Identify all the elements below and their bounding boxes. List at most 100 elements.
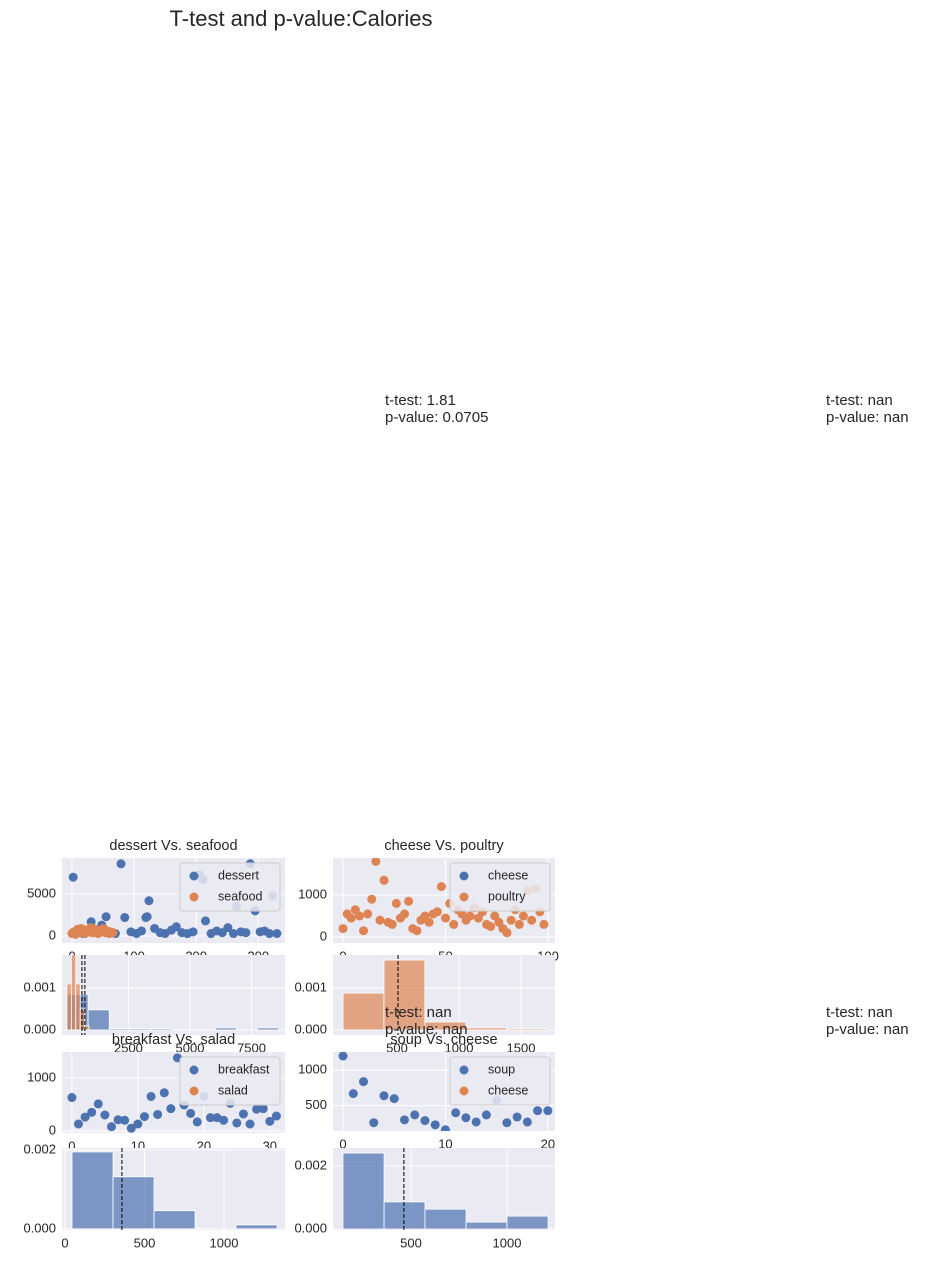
- histogram-bar: [151, 1028, 174, 1031]
- scatter-point: [440, 1125, 450, 1131]
- scatter-point: [87, 1107, 97, 1117]
- y-tick-label: 1000: [298, 886, 327, 901]
- histogram-bar: [257, 1027, 280, 1031]
- y-tick-label: 1000: [27, 1069, 56, 1084]
- scatter-point: [533, 1106, 543, 1116]
- legend-label: seafood: [218, 889, 263, 903]
- y-tick-label: 500: [305, 1097, 327, 1112]
- scatter-point: [120, 913, 130, 923]
- histogram-bar: [424, 1208, 467, 1230]
- annotation: p-value: nan: [826, 1021, 909, 1038]
- scatter-point: [387, 919, 397, 929]
- scatter-point: [430, 1120, 440, 1130]
- plot-area: [66, 955, 280, 1035]
- histogram-bar: [235, 1224, 278, 1230]
- histogram-bar: [214, 1027, 237, 1031]
- scatter-point: [241, 928, 251, 938]
- scatter-point: [133, 1119, 143, 1129]
- legend-label: salad: [218, 1083, 248, 1097]
- legend-marker: [189, 1086, 199, 1096]
- legend-box: [179, 862, 281, 912]
- x-tick-label: 7500: [237, 1040, 266, 1055]
- scatter-point: [420, 1116, 430, 1126]
- histogram-bar: [87, 1009, 110, 1031]
- legend-marker: [189, 892, 199, 902]
- scatter-point: [245, 1119, 255, 1129]
- x-tick-label: 0: [68, 1138, 75, 1153]
- plot-area: [342, 1148, 549, 1230]
- histogram-bar: [465, 1027, 508, 1031]
- scatter-point: [512, 1112, 522, 1122]
- legend-label: breakfast: [218, 1062, 270, 1076]
- annotation: t-test: 1.81: [385, 392, 456, 409]
- legend: breakfast salad: [179, 1056, 281, 1106]
- scatter-point: [369, 1118, 379, 1128]
- legend-marker: [189, 871, 199, 881]
- scatter-point: [73, 1119, 83, 1129]
- plot-area: [342, 955, 549, 1035]
- scatter-point: [153, 1109, 163, 1119]
- y-tick-label: 0.000: [294, 1220, 327, 1235]
- y-tick-label: 0: [49, 927, 56, 942]
- scatter-point: [159, 1088, 169, 1098]
- scatter-point: [223, 923, 233, 933]
- scatter-point: [252, 1104, 262, 1114]
- x-tick-label: 20: [541, 1136, 555, 1151]
- y-tick-label: 0.001: [294, 980, 327, 995]
- scatter-point: [471, 1117, 481, 1127]
- annotation: t-test: nan: [385, 1004, 452, 1021]
- scatter-point: [391, 898, 401, 908]
- scatter-point: [238, 1109, 248, 1119]
- subplot: 0.000 0.002 0 500 1000: [23, 1141, 285, 1250]
- scatter-point: [188, 927, 198, 937]
- legend-label: cheese: [488, 1083, 528, 1097]
- scatter-point: [432, 907, 442, 917]
- scatter-point: [265, 1116, 275, 1126]
- scatter-point: [502, 928, 512, 938]
- scatter-point: [93, 1099, 103, 1109]
- subplot: 01000050100cheese Vs. poultrycheesepoult…: [298, 838, 559, 964]
- scatter-point: [338, 924, 348, 934]
- scatter-point: [527, 915, 537, 925]
- plot-area: [67, 1053, 281, 1133]
- x-tick-label: 1500: [507, 1040, 536, 1055]
- scatter-point: [232, 1118, 242, 1128]
- legend-label: cheese: [488, 868, 528, 882]
- histogram-bar: [70, 955, 77, 1031]
- x-tick-label: 0: [61, 1235, 68, 1250]
- legend-marker: [459, 1065, 469, 1075]
- y-tick-label: 5000: [27, 885, 56, 900]
- legend-label: soup: [488, 1062, 515, 1076]
- scatter-point: [379, 1091, 389, 1101]
- scatter-point: [142, 912, 152, 922]
- scatter-point: [389, 1094, 399, 1104]
- scatter-point: [367, 894, 377, 904]
- scatter-point: [338, 1052, 348, 1061]
- scatter-point: [481, 1110, 491, 1120]
- scatter-point: [465, 911, 475, 921]
- subplot: 0.000 0.002 500 1000: [294, 1148, 555, 1250]
- legend-label: poultry: [488, 889, 526, 903]
- histogram-bar: [75, 983, 81, 1031]
- histogram-bar: [342, 992, 385, 1031]
- scatter-point: [271, 1111, 281, 1121]
- scatter-point: [543, 1106, 553, 1116]
- scatter-point: [404, 896, 414, 906]
- scatter-point: [518, 911, 528, 921]
- legend-marker: [459, 1086, 469, 1096]
- legend: soup cheese: [449, 1056, 551, 1106]
- legend-marker: [459, 892, 469, 902]
- y-tick-label: 0.001: [23, 980, 56, 995]
- scatter-point: [137, 926, 147, 936]
- scatter-point: [205, 1113, 215, 1123]
- histogram-bar: [506, 1028, 549, 1031]
- annotation: p-value: nan: [826, 409, 909, 426]
- plot-area: [338, 1052, 553, 1131]
- scatter-point: [139, 1112, 149, 1122]
- scatter-point: [424, 917, 434, 927]
- scatter-point: [192, 1117, 202, 1127]
- legend-marker: [459, 871, 469, 881]
- histogram-bar: [71, 1151, 114, 1230]
